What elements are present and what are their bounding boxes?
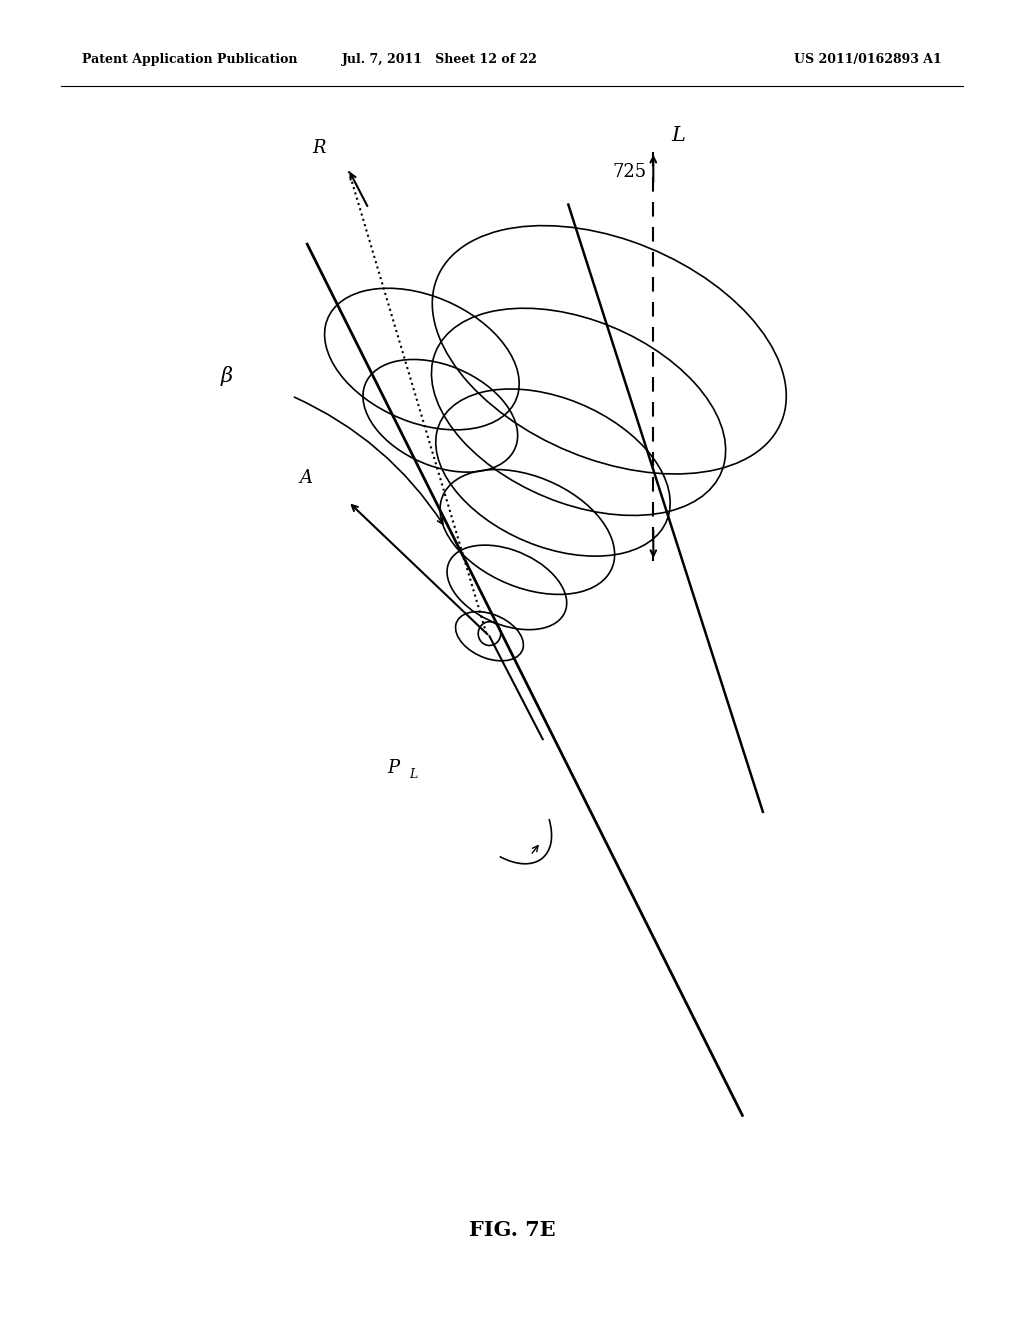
Text: R: R	[312, 139, 326, 157]
Text: A: A	[299, 469, 312, 487]
Text: L: L	[672, 127, 686, 145]
Text: US 2011/0162893 A1: US 2011/0162893 A1	[795, 53, 942, 66]
Text: FIG. 7E: FIG. 7E	[469, 1220, 555, 1241]
Text: 725: 725	[612, 162, 646, 181]
Text: Patent Application Publication: Patent Application Publication	[82, 53, 297, 66]
Text: β: β	[220, 366, 232, 387]
Text: P: P	[387, 759, 399, 777]
Text: L: L	[410, 768, 418, 781]
Text: Jul. 7, 2011   Sheet 12 of 22: Jul. 7, 2011 Sheet 12 of 22	[342, 53, 539, 66]
